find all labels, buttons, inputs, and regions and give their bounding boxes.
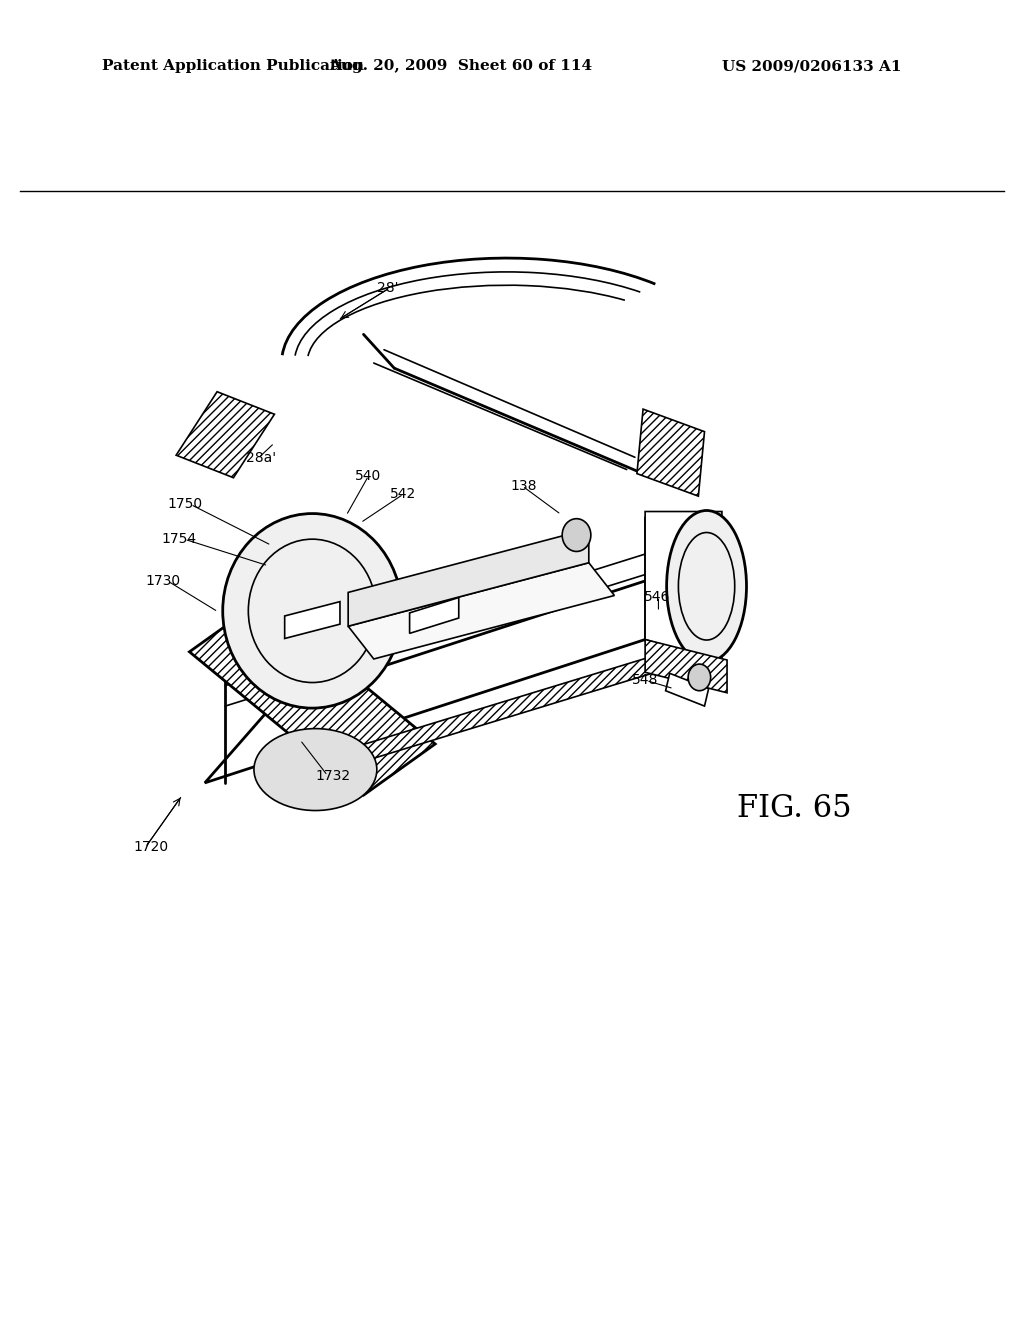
Ellipse shape (688, 664, 711, 690)
Text: 540: 540 (354, 469, 381, 483)
Text: Patent Application Publication: Patent Application Publication (102, 59, 365, 74)
Text: 1754: 1754 (162, 532, 197, 546)
Polygon shape (645, 639, 727, 693)
Text: 1730: 1730 (145, 574, 180, 589)
Text: 138: 138 (510, 479, 537, 492)
Text: 28a': 28a' (246, 451, 275, 465)
Text: US 2009/0206133 A1: US 2009/0206133 A1 (722, 59, 901, 74)
Text: 1732: 1732 (315, 768, 350, 783)
Polygon shape (410, 598, 459, 634)
Polygon shape (348, 529, 589, 626)
Polygon shape (285, 602, 340, 639)
Polygon shape (348, 562, 614, 659)
Ellipse shape (667, 511, 746, 663)
Ellipse shape (254, 729, 377, 810)
Polygon shape (261, 657, 655, 791)
Ellipse shape (223, 513, 401, 708)
Polygon shape (645, 512, 722, 663)
Text: 1750: 1750 (168, 498, 203, 511)
Polygon shape (176, 392, 274, 478)
Text: Aug. 20, 2009  Sheet 60 of 114: Aug. 20, 2009 Sheet 60 of 114 (330, 59, 592, 74)
Text: 1720: 1720 (133, 841, 168, 854)
Text: 548: 548 (632, 673, 658, 688)
Text: 542: 542 (389, 487, 416, 502)
Text: FIG. 65: FIG. 65 (737, 793, 852, 824)
Polygon shape (637, 409, 705, 496)
Text: 546: 546 (644, 590, 671, 603)
Polygon shape (666, 673, 709, 706)
Text: 28': 28' (377, 281, 398, 296)
Polygon shape (189, 601, 435, 795)
Ellipse shape (562, 519, 591, 552)
